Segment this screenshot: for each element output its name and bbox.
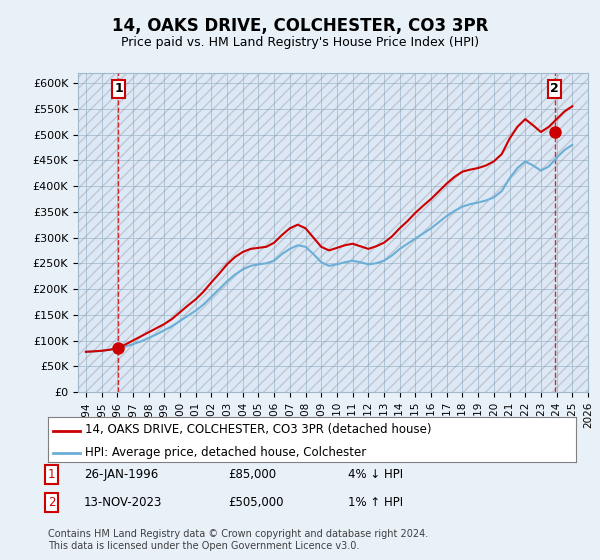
Text: 1% ↑ HPI: 1% ↑ HPI bbox=[348, 496, 403, 508]
FancyBboxPatch shape bbox=[78, 73, 588, 392]
Text: 13-NOV-2023: 13-NOV-2023 bbox=[84, 496, 163, 508]
Text: 4% ↓ HPI: 4% ↓ HPI bbox=[348, 468, 403, 480]
Text: 26-JAN-1996: 26-JAN-1996 bbox=[84, 468, 158, 480]
Text: £505,000: £505,000 bbox=[228, 496, 284, 508]
Text: 1: 1 bbox=[114, 82, 123, 95]
Text: Contains HM Land Registry data © Crown copyright and database right 2024.
This d: Contains HM Land Registry data © Crown c… bbox=[48, 529, 428, 551]
Text: HPI: Average price, detached house, Colchester: HPI: Average price, detached house, Colc… bbox=[85, 446, 366, 459]
Text: 14, OAKS DRIVE, COLCHESTER, CO3 3PR: 14, OAKS DRIVE, COLCHESTER, CO3 3PR bbox=[112, 17, 488, 35]
Text: 1: 1 bbox=[48, 468, 56, 480]
Text: 2: 2 bbox=[48, 496, 56, 508]
Text: 2: 2 bbox=[550, 82, 559, 95]
Text: 14, OAKS DRIVE, COLCHESTER, CO3 3PR (detached house): 14, OAKS DRIVE, COLCHESTER, CO3 3PR (det… bbox=[85, 423, 431, 436]
Text: £85,000: £85,000 bbox=[228, 468, 276, 480]
Text: Price paid vs. HM Land Registry's House Price Index (HPI): Price paid vs. HM Land Registry's House … bbox=[121, 36, 479, 49]
